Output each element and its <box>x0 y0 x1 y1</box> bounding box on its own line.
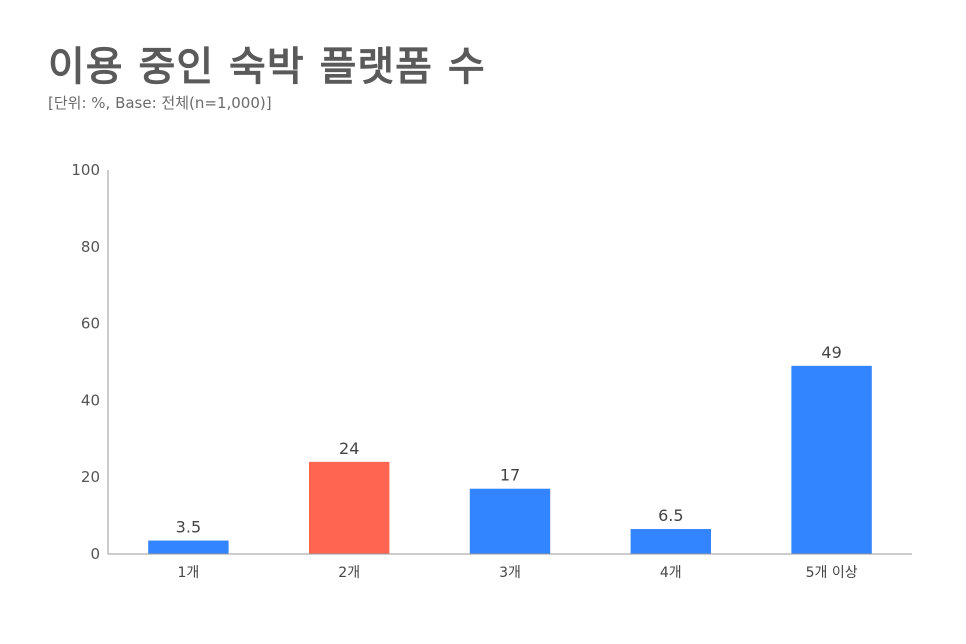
y-tick-label: 100 <box>71 161 100 179</box>
bar <box>148 540 229 554</box>
x-axis-labels: 1개 2개 3개 4개 5개 이상 <box>178 565 858 581</box>
chart-title: 이용 중인 숙박 플랫폼 수 <box>48 44 486 90</box>
x-category-label: 1개 <box>178 565 200 581</box>
bars <box>148 365 872 554</box>
bar-value-label: 24 <box>339 439 359 458</box>
x-category-label: 2개 <box>338 565 360 581</box>
bar <box>630 529 711 554</box>
y-tick-label: 20 <box>81 468 100 486</box>
bar <box>469 488 551 554</box>
bar-value-label: 49 <box>821 343 841 362</box>
y-tick-label: 40 <box>81 391 100 409</box>
bar-value-label: 6.5 <box>658 506 683 525</box>
bar-value-label: 17 <box>500 466 520 485</box>
y-tick-label: 0 <box>90 545 100 563</box>
x-category-label: 5개 이상 <box>806 565 858 581</box>
bar-value-label: 3.5 <box>176 518 201 537</box>
x-category-label: 3개 <box>499 565 521 581</box>
value-labels: 3.5 24 17 6.5 49 <box>176 343 842 537</box>
x-category-label: 4개 <box>660 565 682 581</box>
bar <box>309 461 390 554</box>
y-axis-ticks: 0 20 40 60 80 100 <box>71 161 100 563</box>
y-tick-label: 80 <box>81 238 100 256</box>
bar <box>791 365 872 554</box>
y-tick-label: 60 <box>81 315 100 333</box>
chart-subtitle: [단위: %, Base: 전체(n=1,000)] <box>48 94 272 112</box>
